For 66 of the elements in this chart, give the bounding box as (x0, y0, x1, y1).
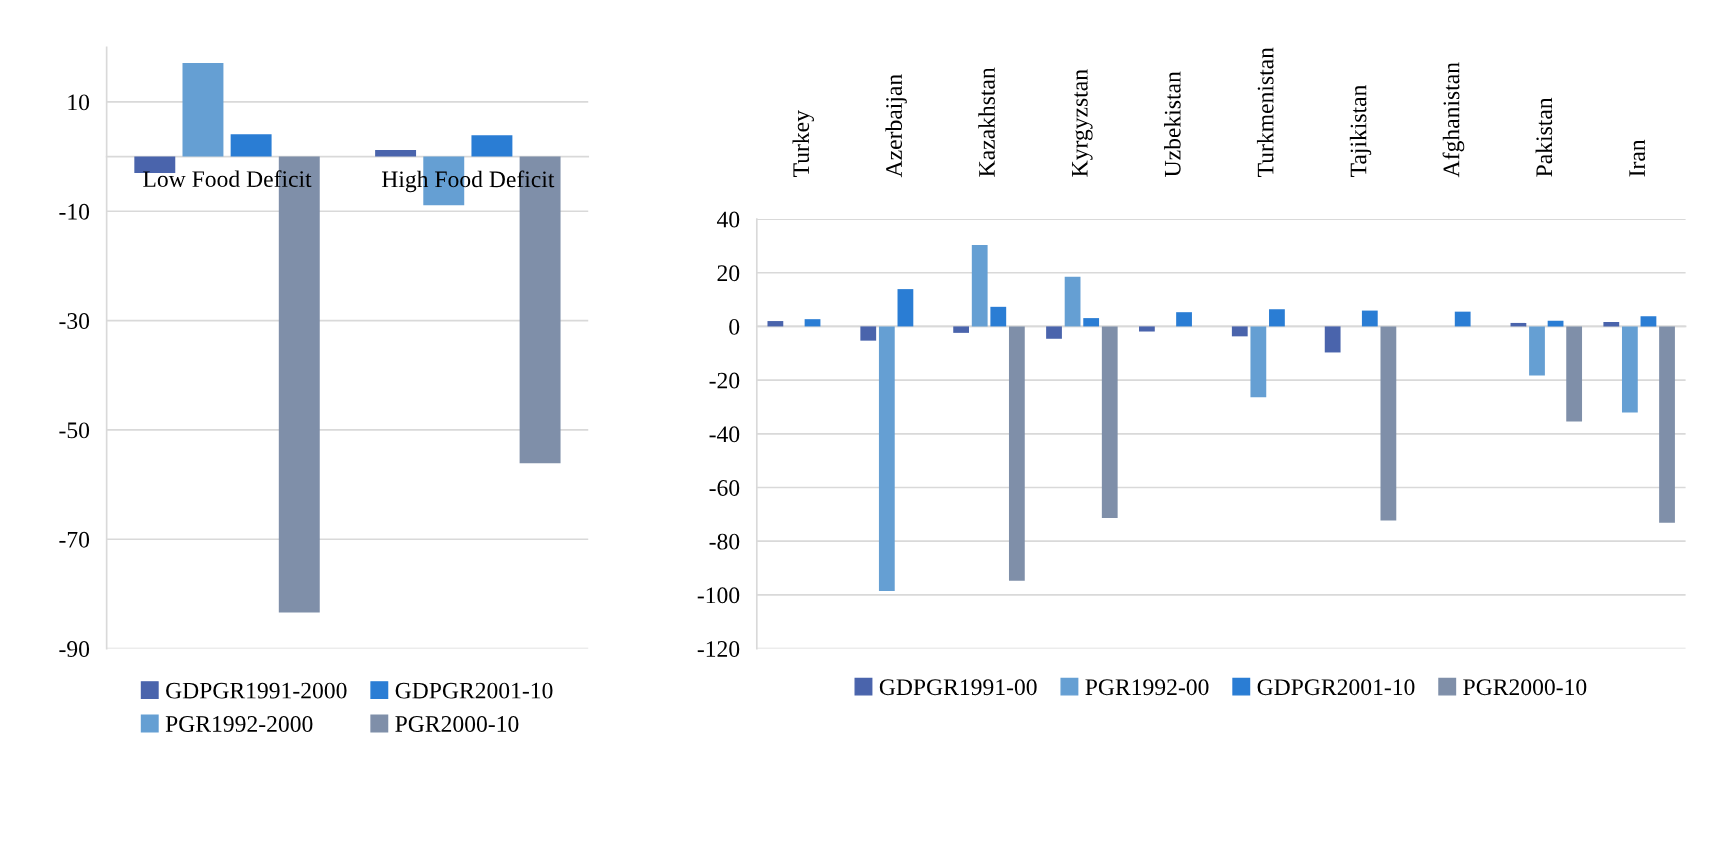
bar (1269, 309, 1285, 327)
bar (878, 326, 895, 592)
x-tick-label: Kyrgyzstan (1072, 69, 1093, 177)
bar (1008, 326, 1025, 581)
y-tick-label: -90 (59, 641, 90, 657)
bar (1361, 310, 1378, 327)
bar (1231, 326, 1248, 337)
y-tick-label: -40 (709, 426, 740, 443)
y-tick-label: -100 (697, 587, 740, 604)
x-tick-label: Pakistan (1535, 97, 1553, 177)
bar (1529, 326, 1545, 376)
bar (1324, 326, 1341, 353)
legend-label: GDPGR2001-10 (395, 682, 553, 699)
bar (230, 134, 272, 157)
bar (134, 156, 176, 173)
bar (1566, 326, 1583, 422)
bar (1380, 326, 1397, 521)
bar (1139, 326, 1155, 332)
x-tick-label: Afghanistan (1442, 62, 1465, 178)
bar (1176, 312, 1192, 327)
y-tick-label: 20 (717, 265, 740, 282)
bar (375, 150, 417, 157)
x-tick-label: Uzbekistan (1164, 71, 1181, 177)
x-tick-label: Kazakhstan (978, 67, 995, 177)
bar (1046, 326, 1062, 339)
y-tick-label: -60 (709, 479, 740, 496)
bar (971, 245, 988, 327)
x-tick-label: Tajikistan (1349, 84, 1372, 177)
bar (471, 135, 513, 157)
legend-label: GDPGR1991-00 (879, 679, 1037, 696)
bar (1659, 326, 1675, 523)
bar (1640, 316, 1657, 327)
bar (953, 326, 970, 333)
y-tick-label: 10 (68, 94, 90, 111)
bar (804, 319, 821, 327)
bar (1621, 326, 1638, 413)
y-tick-label: -30 (59, 313, 90, 329)
legend-label: PGR2000-10 (395, 716, 519, 732)
y-tick-label: -50 (59, 422, 90, 439)
legend-label: GDPGR1991-2000 (166, 682, 347, 699)
bar (182, 63, 224, 157)
legend-label: PGR2000-10 (1463, 679, 1587, 696)
bar (1064, 276, 1081, 327)
y-tick-label: -20 (709, 372, 740, 389)
y-tick-label: 40 (716, 211, 740, 228)
bar (1101, 326, 1118, 519)
bar (1454, 311, 1471, 327)
bar (860, 326, 877, 341)
y-tick-label: -120 (697, 641, 740, 657)
x-tick-label: Iran (1629, 139, 1646, 177)
x-tick-label: Turkey (792, 110, 814, 177)
bar (897, 289, 914, 327)
x-tick-label: Azerbaijan (885, 74, 907, 178)
bar (1603, 322, 1620, 327)
y-tick-label: -70 (59, 531, 90, 548)
x-tick-label: Turkmenistan (1256, 47, 1274, 177)
y-tick-label: 0 (729, 318, 740, 335)
bar (767, 321, 784, 327)
legend-label: GDPGR2001-10 (1257, 679, 1415, 696)
bar (1083, 318, 1100, 327)
legend-label: PGR1992-00 (1085, 679, 1209, 696)
bar (1250, 326, 1267, 398)
bar (990, 306, 1007, 327)
y-tick-label: -10 (59, 203, 90, 220)
y-tick-label: -80 (709, 533, 740, 550)
legend-label: PGR1992-2000 (165, 716, 313, 732)
